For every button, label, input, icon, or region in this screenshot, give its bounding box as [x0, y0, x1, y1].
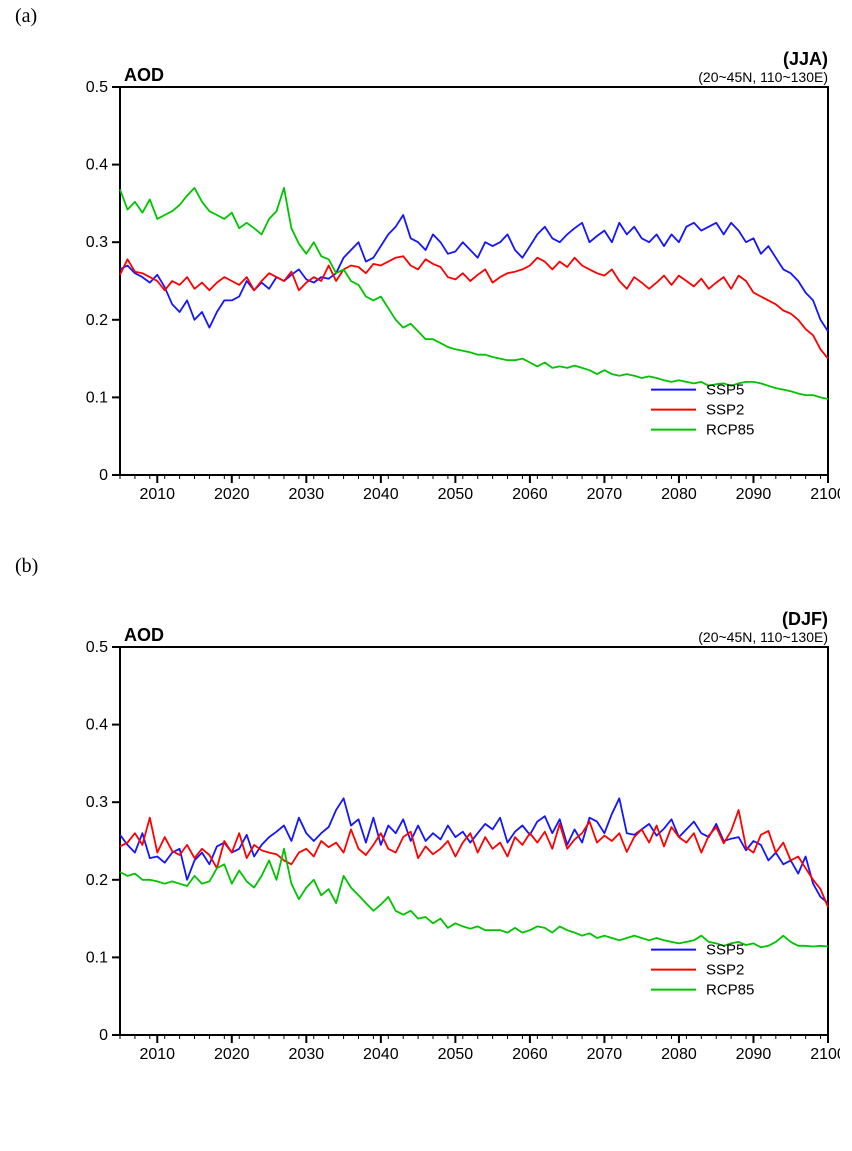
legend-label-ssp5: SSP5	[706, 942, 744, 959]
y-tick-label: 0	[99, 467, 108, 484]
panel-label-b: (b)	[15, 555, 38, 578]
x-tick-label: 2040	[363, 486, 399, 503]
x-tick-label: 2100	[810, 1046, 840, 1063]
y-axis-label: AOD	[124, 65, 164, 85]
x-tick-label: 2010	[139, 1046, 175, 1063]
x-tick-label: 2080	[661, 486, 697, 503]
y-tick-label: 0.5	[86, 79, 108, 96]
x-tick-label: 2020	[214, 1046, 250, 1063]
legend-label-rcp85: RCP85	[706, 982, 754, 999]
x-tick-label: 2040	[363, 1046, 399, 1063]
line-chart-a: 0 0.1 0.2 0.3 0.4 0.5 2010 2020 2030 2040 2050 2060…	[60, 45, 840, 515]
y-axis-label: AOD	[124, 625, 164, 645]
x-tick-label: 2090	[736, 486, 772, 503]
x-tick-label: 2050	[438, 1046, 474, 1063]
x-tick-label: 2030	[289, 486, 325, 503]
y-tick-label: 0.3	[86, 794, 108, 811]
y-tick-label: 0.4	[86, 157, 108, 174]
chart-right-title-top: (DJF)	[782, 609, 828, 629]
legend-label-ssp2: SSP2	[706, 962, 744, 979]
x-tick-label: 2030	[289, 1046, 325, 1063]
panel-label-a: (a)	[15, 5, 37, 28]
y-tick-label: 0	[99, 1027, 108, 1044]
chart-right-title-bottom: (20~45N, 110~130E)	[698, 69, 828, 85]
x-tick-label: 2090	[736, 1046, 772, 1063]
y-tick-label: 0.1	[86, 949, 108, 966]
x-tick-label: 2100	[810, 486, 840, 503]
x-tick-label: 2020	[214, 486, 250, 503]
y-tick-label: 0.3	[86, 234, 108, 251]
y-tick-label: 0.2	[86, 312, 108, 329]
y-tick-label: 0.1	[86, 389, 108, 406]
x-tick-label: 2080	[661, 1046, 697, 1063]
x-tick-label: 2050	[438, 486, 474, 503]
x-tick-label: 2070	[587, 486, 623, 503]
x-tick-label: 2070	[587, 1046, 623, 1063]
legend-label-ssp5: SSP5	[706, 382, 744, 399]
line-chart-b: 0 0.1 0.2 0.3 0.4 0.5 2010 2020 2030 2040 2050 2060…	[60, 605, 840, 1075]
chart-right-title-top: (JJA)	[783, 49, 828, 69]
y-tick-label: 0.5	[86, 639, 108, 656]
y-tick-label: 0.2	[86, 872, 108, 889]
legend-label-rcp85: RCP85	[706, 422, 754, 439]
x-tick-label: 2060	[512, 486, 548, 503]
chart-right-title-bottom: (20~45N, 110~130E)	[698, 629, 828, 645]
chart-bg	[60, 45, 840, 515]
y-tick-label: 0.4	[86, 717, 108, 734]
x-tick-label: 2010	[139, 486, 175, 503]
x-tick-label: 2060	[512, 1046, 548, 1063]
legend-label-ssp2: SSP2	[706, 402, 744, 419]
